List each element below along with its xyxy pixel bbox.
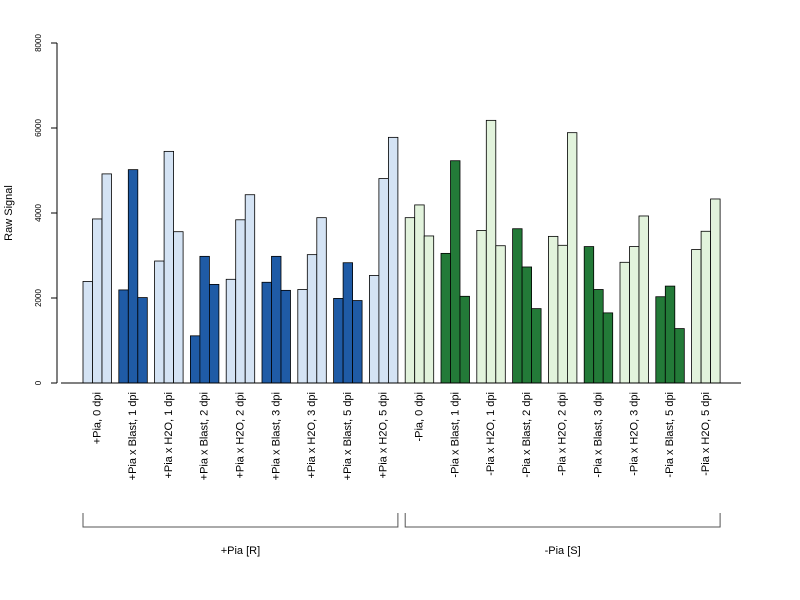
bar (342, 262, 354, 384)
bar (378, 178, 389, 384)
x-tick-label: +Pia x H2O, 5 dpi (378, 392, 390, 479)
x-tick-labels: +Pia, 0 dpi +Pia x Blast, 1 dpi +Pia x H2O… (91, 392, 712, 480)
bar (440, 252, 451, 384)
bar (512, 228, 523, 384)
bar (368, 275, 380, 384)
y-axis: 0 2000 4000 6000 8000 (34, 34, 58, 385)
x-tick-label: +Pia x H2O, 1 dpi (163, 392, 175, 479)
bar (189, 335, 201, 384)
bar (92, 218, 103, 384)
bar (199, 255, 210, 384)
bar (225, 278, 237, 384)
bar (583, 246, 595, 384)
bar (476, 230, 487, 384)
x-tick-label: +Pia x H2O, 3 dpi (306, 392, 318, 479)
bar (414, 204, 425, 384)
bar (548, 235, 559, 384)
y-axis-label: Raw Signal (3, 185, 15, 241)
x-tick-label: +Pia x H2O, 2 dpi (234, 392, 246, 479)
bar (173, 231, 184, 384)
bar (593, 289, 604, 384)
bar (495, 245, 506, 384)
bar (664, 285, 676, 384)
bar (101, 173, 112, 384)
bar (244, 194, 256, 384)
bar (423, 235, 435, 384)
bar (450, 160, 461, 384)
bar (271, 255, 282, 384)
bar (531, 308, 542, 384)
bar (154, 260, 165, 384)
x-tick-label: -Pia x Blast, 1 dpi (449, 392, 461, 478)
group-bracket (82, 513, 399, 528)
bar (235, 219, 246, 384)
bar (208, 283, 220, 384)
bar (700, 230, 711, 384)
bar (404, 217, 416, 384)
group-brackets: +Pia [R] -Pia [S] (82, 513, 721, 557)
bar (459, 295, 470, 384)
bar (387, 136, 399, 384)
x-tick-label: +Pia x Blast, 3 dpi (270, 392, 282, 480)
x-tick-label: -Pia x Blast, 3 dpi (592, 392, 604, 478)
group-bracket (404, 513, 721, 528)
y-tick-label: 2000 (34, 289, 43, 307)
bar (629, 246, 640, 384)
x-tick-label: -Pia x Blast, 2 dpi (521, 392, 533, 478)
bar (485, 119, 497, 384)
bar (674, 328, 685, 384)
x-tick-label: +Pia x Blast, 2 dpi (199, 392, 211, 480)
bar (352, 300, 363, 384)
x-tick-label: +Pia x Blast, 5 dpi (342, 392, 354, 480)
y-tick-label: 4000 (34, 204, 43, 222)
bar (619, 261, 630, 384)
bar (261, 281, 272, 384)
bar (710, 198, 721, 384)
y-tick-label: 0 (34, 380, 43, 385)
group-label: -Pia [S] (545, 545, 581, 557)
bar (521, 266, 532, 384)
x-tick-label: +Pia x Blast, 1 dpi (127, 392, 139, 480)
bar (557, 244, 568, 384)
x-tick-label: -Pia x Blast, 5 dpi (664, 392, 676, 478)
bars (82, 119, 721, 384)
x-tick-label: +Pia, 0 dpi (91, 392, 103, 444)
x-tick-label: -Pia x H2O, 2 dpi (557, 392, 569, 476)
bar (306, 254, 318, 384)
bar (163, 150, 175, 384)
bar (316, 217, 327, 384)
y-tick-label: 8000 (34, 34, 43, 52)
bar (297, 289, 308, 384)
bar (602, 312, 614, 384)
bar (638, 215, 649, 384)
x-tick-label: -Pia x H2O, 3 dpi (628, 392, 640, 476)
bar (655, 296, 666, 384)
y-tick-label: 6000 (34, 119, 43, 137)
bar (691, 249, 702, 384)
group-label: +Pia [R] (221, 545, 260, 557)
x-tick-label: -Pia, 0 dpi (413, 392, 425, 442)
bar (280, 289, 291, 384)
bar (82, 281, 93, 384)
bar (127, 169, 139, 384)
bar (137, 297, 148, 384)
bar (567, 132, 578, 384)
bar (333, 298, 344, 384)
x-tick-label: -Pia x H2O, 5 dpi (700, 392, 712, 476)
bar (118, 289, 129, 384)
x-tick-label: -Pia x H2O, 1 dpi (485, 392, 497, 476)
